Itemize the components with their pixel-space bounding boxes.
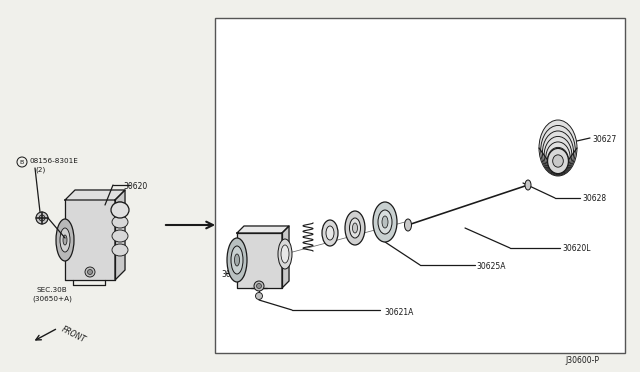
Ellipse shape [378,210,392,234]
Ellipse shape [56,219,74,261]
Ellipse shape [112,244,128,256]
Text: 30625A: 30625A [476,262,506,271]
Text: 30620: 30620 [123,182,147,191]
Ellipse shape [111,202,129,218]
Polygon shape [237,226,289,233]
Polygon shape [65,200,115,280]
Polygon shape [115,190,125,280]
Ellipse shape [278,239,292,269]
Circle shape [255,292,262,299]
Ellipse shape [234,254,239,266]
Circle shape [36,212,48,224]
Circle shape [39,215,45,221]
Text: J30600-P: J30600-P [565,356,599,365]
Text: FRONT: FRONT [60,325,87,345]
Ellipse shape [382,216,388,228]
Text: 30628: 30628 [582,194,606,203]
Text: 30620: 30620 [221,270,245,279]
Ellipse shape [548,148,568,174]
Ellipse shape [539,120,577,176]
Ellipse shape [227,238,247,282]
Text: B: B [20,160,24,164]
Ellipse shape [541,125,575,175]
Circle shape [254,281,264,291]
Ellipse shape [326,226,334,240]
Ellipse shape [63,235,67,245]
Polygon shape [65,190,125,200]
Text: (2): (2) [35,166,45,173]
Ellipse shape [404,219,412,231]
Text: SEC.30B: SEC.30B [36,287,67,293]
Ellipse shape [345,211,365,245]
Ellipse shape [546,142,570,173]
Ellipse shape [322,220,338,246]
Bar [215,18,625,353]
Text: 30627: 30627 [592,135,616,144]
Text: 30621A: 30621A [384,308,413,317]
Text: (30650+A): (30650+A) [32,295,72,301]
Circle shape [88,269,93,275]
Ellipse shape [112,202,128,214]
Ellipse shape [60,228,70,252]
Circle shape [85,267,95,277]
Ellipse shape [353,223,358,233]
Ellipse shape [281,245,289,263]
Polygon shape [237,233,282,288]
Ellipse shape [544,137,572,174]
Ellipse shape [525,180,531,190]
Ellipse shape [349,218,360,238]
Ellipse shape [543,131,573,174]
Ellipse shape [553,155,563,167]
Polygon shape [282,226,289,288]
Ellipse shape [112,216,128,228]
Circle shape [257,283,262,289]
Text: 30620L: 30620L [562,244,591,253]
Ellipse shape [112,230,128,242]
Text: 08156-8301E: 08156-8301E [29,158,78,164]
Ellipse shape [548,147,568,173]
Ellipse shape [373,202,397,242]
Ellipse shape [231,246,243,274]
